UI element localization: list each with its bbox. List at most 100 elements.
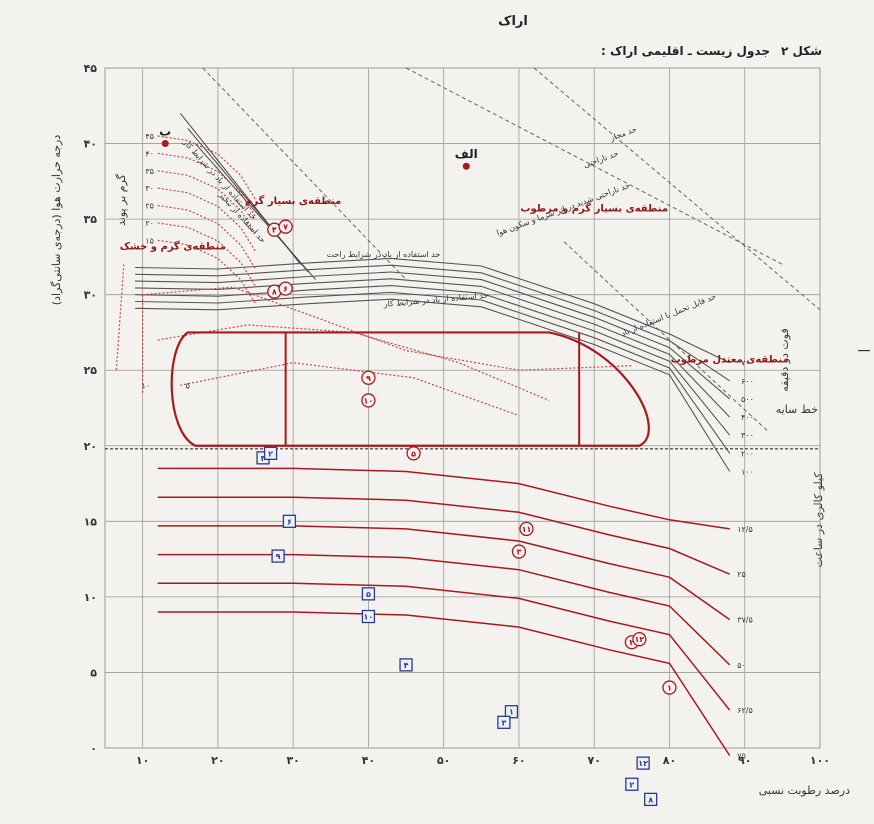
comfort-evaporation-curve	[142, 286, 632, 371]
wind-speed-label: ۵۰۰	[741, 395, 754, 404]
month-marker-summer	[632, 632, 647, 647]
month-marker-winter	[282, 514, 297, 528]
figure-label: شکل ۲	[781, 44, 822, 58]
moisture-label: ۳۵	[145, 167, 154, 176]
y-tick-label: ۴۰	[84, 138, 97, 151]
left-curve-title: گرم بر پوند	[115, 173, 128, 226]
zone-label: منطقه‌ی معتدل مرطوب	[671, 355, 789, 366]
wind-speed-label: ۲۰۰	[741, 449, 754, 458]
wind-speed-curve	[135, 285, 731, 436]
wind-speed-curve	[135, 257, 730, 364]
month-marker-summer	[361, 370, 376, 385]
wind-scale-title: فوت در دقیقه	[778, 328, 791, 391]
x-tick-label: ۵۰	[437, 754, 450, 767]
month-marker-summer-label: ۲	[629, 638, 634, 647]
y-axis-label: درجه حرارت هوا (درجه‌ی سانتی‌گراد)	[50, 135, 63, 306]
radiation-curve	[157, 496, 730, 575]
y-tick-label: ۲۵	[84, 364, 98, 377]
month-marker-summer-label: ۶	[283, 285, 288, 294]
month-marker-summer-label: ۱۰	[364, 396, 374, 405]
radiation-curve	[157, 582, 731, 711]
wind-speed-curve	[135, 271, 731, 400]
wind-speed-label: ۳۰۰	[741, 431, 754, 440]
month-marker-winter-label: ۱۲	[638, 759, 648, 768]
month-marker-winter-label: ۶	[287, 517, 292, 526]
curve-annotation: حد مجاز	[608, 125, 638, 143]
month-marker-summer	[519, 521, 534, 537]
wind-speed-curve	[135, 298, 731, 472]
month-marker-summer-label: ۸	[272, 288, 277, 297]
moisture-curve	[157, 222, 257, 287]
month-marker-summer	[278, 281, 293, 296]
zone-label: منطقه‌ی بسیار گرم	[245, 194, 341, 207]
figure-title: : جدول زیست ـ اقلیمی اراک	[601, 44, 770, 59]
month-marker-summer-label: ۵	[411, 449, 416, 458]
month-marker-summer-label: ۱	[667, 684, 672, 693]
reference-point	[462, 162, 470, 170]
reference-point-label: ب	[159, 125, 171, 139]
month-marker-winter	[271, 549, 285, 563]
moisture-label: ۲۰	[145, 219, 154, 228]
x-tick-label: ۱۰	[136, 754, 149, 767]
moisture-label: ۱۵	[145, 236, 154, 245]
curve-annotation: حد استفاده از باد در شرایط کار	[181, 137, 259, 222]
radiation-curve	[157, 611, 731, 757]
moisture-curve	[157, 187, 257, 252]
radiation-curve	[157, 467, 730, 530]
right-scale-title: کیلو کالری در ساعت	[812, 472, 825, 568]
moisture-label: ۳۰	[145, 184, 154, 193]
month-marker-winter-label: ۴	[404, 661, 409, 670]
x-tick-label: ۸۰	[663, 754, 676, 767]
month-marker-winter	[644, 792, 658, 807]
x-tick-label: ۷۰	[587, 754, 600, 767]
month-marker-summer-label: ۱۲	[634, 635, 644, 644]
y-tick-label: ۱۰	[84, 591, 97, 604]
x-tick-label: ۹۰	[738, 754, 751, 767]
zone-label: منطقه‌ی بسیار گرم و مرطوب	[520, 202, 668, 215]
radiation-curve	[157, 553, 731, 666]
left-edge-curve	[115, 264, 125, 371]
wind-speed-label: ۷۰۰	[741, 359, 754, 368]
evaporation-limit-line	[194, 143, 317, 280]
wind-speed-curve	[135, 264, 731, 382]
month-marker-summer-label: ۹	[366, 374, 371, 383]
month-marker-winter	[361, 587, 376, 601]
moisture-label-small: ۱۰	[142, 381, 151, 390]
radiation-label: ۷۵	[737, 752, 746, 761]
moisture-label-small: ۵	[186, 381, 190, 390]
month-marker-summer	[278, 219, 293, 234]
wind-speed-curve	[135, 291, 731, 454]
month-marker-winter-label: ۱	[509, 708, 514, 717]
month-marker-summer	[361, 393, 376, 408]
month-marker-winter-label: ۱۰	[364, 613, 374, 622]
moisture-label: ۴۵	[145, 132, 154, 141]
month-marker-winter-label: ۸	[648, 795, 653, 804]
month-marker-winter-label: ۹	[276, 552, 281, 561]
x-tick-label: ۴۰	[362, 754, 375, 767]
x-tick-label: ۲۰	[211, 754, 224, 767]
month-marker-summer	[406, 446, 421, 461]
wind-speed-label: ۴۰۰	[741, 413, 754, 422]
radiation-label: ۱۲/۵	[737, 525, 753, 534]
month-marker-winter	[361, 609, 376, 624]
month-marker-winter	[399, 658, 413, 672]
moisture-curve	[157, 239, 257, 305]
wind-speed-label: ۱۰۰	[741, 467, 754, 476]
month-marker-summer-label: ۴	[272, 226, 277, 235]
radiation-label: ۶۲/۵	[737, 706, 753, 715]
month-marker-winter	[497, 715, 511, 729]
month-marker-winter-label: ۳	[501, 718, 506, 727]
x-tick-label: ۳۰	[286, 754, 299, 767]
y-tick-label: ۴۵	[84, 62, 98, 75]
limit-line	[533, 67, 821, 311]
reference-point	[161, 140, 169, 148]
moisture-label: ۴۰	[145, 149, 154, 158]
y-tick-label: ۱۵	[84, 515, 98, 528]
curve-annotation: حد ناراحتی	[582, 149, 619, 170]
moisture-label: ۲۵	[145, 202, 154, 211]
x-tick-label: ۶۰	[512, 754, 525, 767]
moisture-curve	[157, 135, 257, 200]
wind-speed-label: ۶۰۰	[741, 377, 754, 386]
